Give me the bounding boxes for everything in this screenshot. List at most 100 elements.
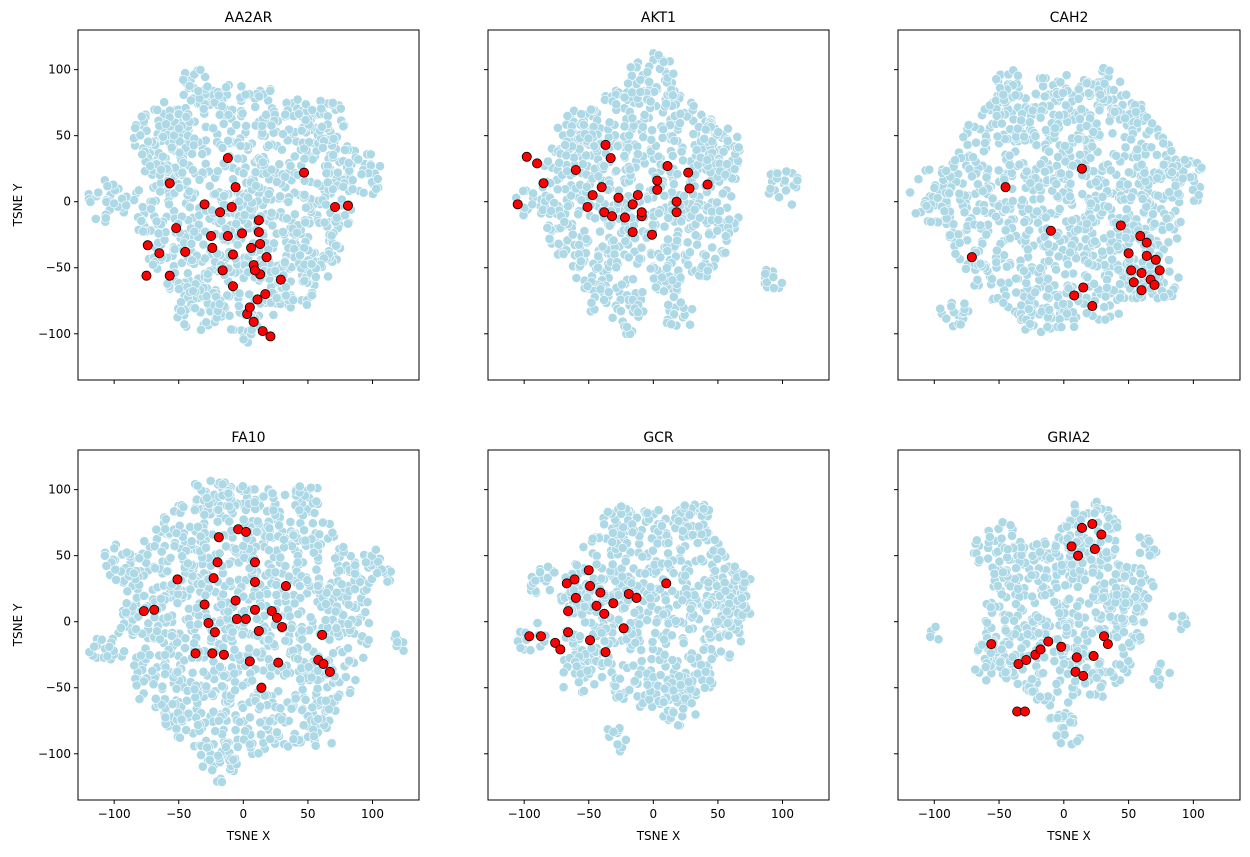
background-point xyxy=(191,304,200,313)
background-point xyxy=(277,715,286,724)
background-point xyxy=(1074,85,1083,94)
background-point xyxy=(982,230,991,239)
plot-area xyxy=(85,476,408,786)
background-point xyxy=(203,270,212,279)
background-point xyxy=(235,717,244,726)
background-point xyxy=(1104,202,1113,211)
background-point xyxy=(582,151,591,160)
background-point xyxy=(331,607,340,616)
background-point xyxy=(777,278,786,287)
background-point xyxy=(1013,71,1022,80)
background-point xyxy=(594,252,603,261)
background-point xyxy=(961,264,970,273)
highlight-point xyxy=(213,558,222,567)
background-point xyxy=(635,254,644,263)
background-point xyxy=(285,612,294,621)
background-point xyxy=(1108,255,1117,264)
background-point xyxy=(629,661,638,670)
background-point xyxy=(933,193,942,202)
background-point xyxy=(653,539,662,548)
background-point xyxy=(239,169,248,178)
background-point xyxy=(625,685,634,694)
highlight-point xyxy=(266,332,275,341)
background-point xyxy=(1008,196,1017,205)
background-point xyxy=(1031,288,1040,297)
background-point xyxy=(241,121,250,130)
highlight-point xyxy=(967,253,976,262)
background-point xyxy=(267,121,276,130)
background-point xyxy=(1123,180,1132,189)
background-point xyxy=(638,122,647,131)
background-point xyxy=(1051,123,1060,132)
background-point xyxy=(183,269,192,278)
background-point xyxy=(343,219,352,228)
background-point xyxy=(182,112,191,121)
background-point xyxy=(1197,163,1206,172)
background-point xyxy=(679,639,688,648)
background-point xyxy=(168,699,177,708)
highlight-point xyxy=(539,179,548,188)
background-point xyxy=(1124,168,1133,177)
background-point xyxy=(678,156,687,165)
background-point xyxy=(1058,88,1067,97)
background-point xyxy=(976,259,985,268)
background-point xyxy=(185,187,194,196)
background-point xyxy=(188,165,197,174)
background-point xyxy=(172,684,181,693)
background-point xyxy=(149,680,158,689)
background-point xyxy=(116,623,125,632)
background-point xyxy=(159,132,168,141)
background-point xyxy=(255,92,264,101)
background-point xyxy=(769,283,778,292)
background-point xyxy=(669,179,678,188)
background-point xyxy=(187,149,196,158)
background-point xyxy=(926,217,935,226)
background-point xyxy=(1109,85,1118,94)
background-point xyxy=(301,218,310,227)
background-point xyxy=(685,320,694,329)
background-point xyxy=(219,671,228,680)
highlight-point xyxy=(223,231,232,240)
background-point xyxy=(281,110,290,119)
background-point xyxy=(1020,132,1029,141)
background-point xyxy=(293,654,302,663)
background-point xyxy=(1098,192,1107,201)
background-point xyxy=(251,102,260,111)
background-point xyxy=(258,158,267,167)
background-point xyxy=(994,166,1003,175)
background-point xyxy=(959,132,968,141)
highlight-point xyxy=(1137,286,1146,295)
background-point xyxy=(363,597,372,606)
background-point xyxy=(264,635,273,644)
background-point xyxy=(657,273,666,282)
background-point xyxy=(179,158,188,167)
background-point xyxy=(647,654,656,663)
background-point xyxy=(345,688,354,697)
background-point xyxy=(138,150,147,159)
background-point xyxy=(685,248,694,257)
background-point xyxy=(188,286,197,295)
background-point xyxy=(215,110,224,119)
background-point xyxy=(361,608,370,617)
background-point xyxy=(328,528,337,537)
background-point xyxy=(332,624,341,633)
background-point xyxy=(152,217,161,226)
background-point xyxy=(914,175,923,184)
highlight-point xyxy=(583,202,592,211)
background-point xyxy=(664,300,673,309)
background-point xyxy=(1153,191,1162,200)
background-point xyxy=(1165,267,1174,276)
background-point xyxy=(1041,213,1050,222)
background-point xyxy=(1137,160,1146,169)
highlight-point xyxy=(274,658,283,667)
background-point xyxy=(245,713,254,722)
background-point xyxy=(278,129,287,138)
background-point xyxy=(590,680,599,689)
highlight-point xyxy=(241,527,250,536)
background-point xyxy=(190,506,199,515)
background-point xyxy=(307,291,316,300)
background-point xyxy=(280,258,289,267)
background-point xyxy=(583,282,592,291)
highlight-point xyxy=(155,249,164,258)
